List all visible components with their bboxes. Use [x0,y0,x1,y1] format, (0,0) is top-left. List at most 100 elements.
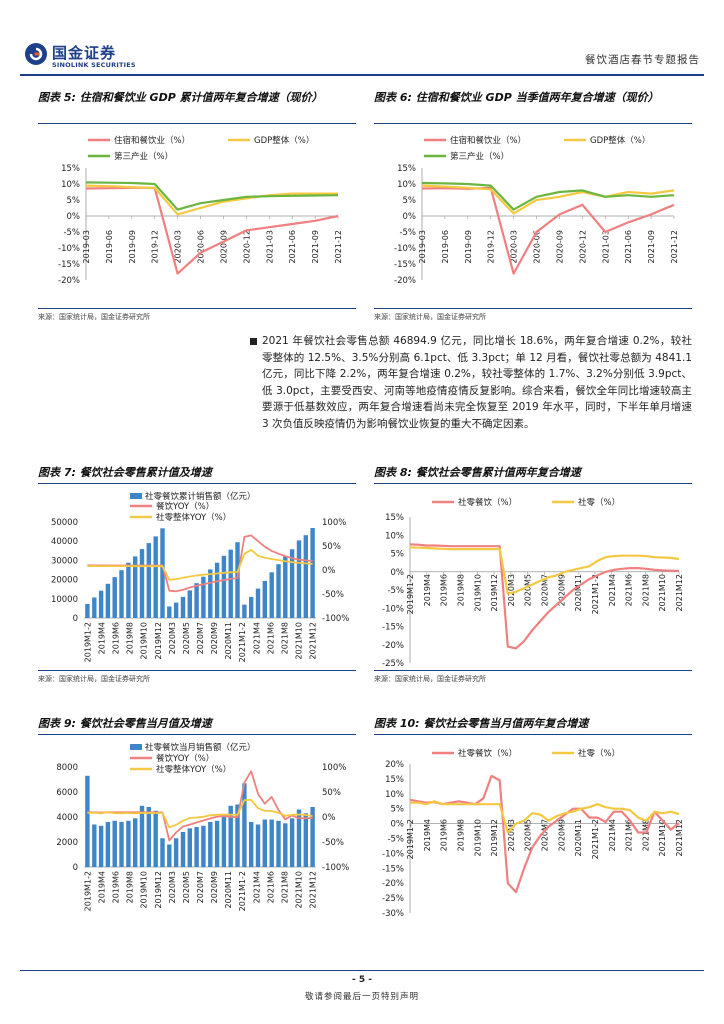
fig5-series-line-2 [85,181,339,211]
fig7-ytick-right: 0% [322,566,336,576]
fig10-xtick: 2019M10 [473,819,482,856]
fig6-xtick: 2020-09 [555,230,564,263]
fig9-bar [208,822,213,867]
fig7-ytick-left: 50000 [51,518,78,528]
fig9-bar [296,809,302,867]
fig7-bar [276,564,281,618]
bullet-icon [250,338,257,345]
fig9-bar [139,805,145,868]
fig9-bar [228,805,233,868]
fig7-xtick: 2021M4 [252,622,261,654]
fig9-ytick-right: 100% [322,763,346,773]
fig6-series-line-0 [421,186,675,275]
fig9-bar [187,828,192,868]
fig7-bar [310,528,315,618]
fig7-bar [180,596,186,618]
fig6-legend-label: 住宿和餐饮业（%） [450,135,526,146]
fig10-ytick: 5% [391,805,405,815]
fig7-xtick: 2020M7 [196,622,205,654]
fig10-xtick: 2019M8 [456,819,465,851]
fig5-rule-bottom [38,308,356,309]
fig10-xtick: 2021M8 [641,819,650,851]
fig7-ytick-left: 40000 [51,537,78,547]
fig7-ytick-left: 0 [73,614,78,624]
fig6-xtick: 2020-03 [510,230,519,263]
fig5-xtick: 2019-12 [151,230,160,263]
fig9-legend-label: 餐饮YOY（%） [156,753,214,764]
fig6-xtick: 2019-12 [487,230,496,263]
fig9-xtick: 2021M8 [280,871,289,903]
fig7-xtick: 2020M3 [168,622,177,654]
fig7-bar [214,562,220,618]
fig7-bar [228,549,233,618]
header-divider [20,74,704,76]
fig10-chart: 20% 15% 10% 5% 0% -5% -10% -15% -20% -25% -30% 2019… [382,748,684,919]
fig6-source: 来源：国家统计局，国金证券研究所 [374,313,486,321]
fig9-bar [283,823,288,868]
fig5-xtick: 2021-09 [311,230,320,263]
fig8-rule [374,483,692,484]
fig8-series-line-0 [409,543,680,650]
fig7-source: 来源：国家统计局，国金证券研究所 [38,675,150,683]
fig10-rule [374,734,692,735]
fig9-ytick-left: 0 [73,863,78,873]
fig5-xtick: 2019-06 [105,230,114,263]
logo-icon [25,43,47,65]
fig8-ytick: -15% [382,623,404,633]
fig10-ytick: 15% [385,775,404,785]
fig10-xtick: 2021M4 [608,819,617,851]
fig7-bar [98,590,104,618]
fig7-ytick-right: -50% [322,590,344,600]
fig6-ytick: -15% [394,260,416,270]
fig7-bar [173,602,179,618]
page-number: - 5 - [352,975,372,985]
fig8-xtick: 2020M7 [541,574,550,606]
fig7-bar [221,555,227,618]
fig6-chart: 15% 10% 5% 0% -5% -10% -15% -20% 2019-03 2019-06 2… [394,135,679,286]
fig9-bar [194,827,199,867]
fig9-bar [126,820,131,868]
fig5-xtick: 2021-06 [288,230,297,263]
fig7-bar [242,604,247,618]
fig9-xtick: 2021M12 [309,871,318,908]
fig6-title: 图表 6: 住宿和餐饮业 GDP 当季值两年复合增速（现价） [374,91,659,104]
fig7-legend-label: 餐饮YOY（%） [156,501,214,512]
fig5-ytick: 15% [61,164,80,174]
fig7-bar [283,556,288,618]
fig10-ytick: -30% [382,909,404,919]
fig9-bar [153,810,158,868]
fig7-bar [296,540,302,618]
fig5-source: 来源：国家统计局，国金证券研究所 [38,313,150,321]
fig6-xtick: 2021-12 [670,230,679,263]
fig5-ytick: -20% [58,276,80,286]
fig8-source: 来源：国家统计局，国金证券研究所 [374,675,486,683]
fig7-rule-bottom [38,670,356,671]
fig8-series-line-1 [409,546,680,595]
fig8-xtick: 2020M3 [507,574,516,606]
fig8-xtick: 2019M12 [490,574,499,611]
fig7-bar [249,596,254,618]
fig8-xtick: 2021M10 [658,574,667,611]
body-paragraph: 2021 年餐饮社会零售总额 46894.9 亿元，同比增长 18.6%，两年复… [262,335,692,430]
fig10-ytick: 10% [385,790,404,800]
fig8-rule-bottom [374,670,692,671]
fig10-xtick: 2020M11 [574,819,583,856]
fig10-xtick: 2021M6 [625,819,634,851]
fig8-xtick: 2019M1-2 [406,574,415,614]
fig7-legend-label: 社零整体YOY（%） [156,512,231,523]
fig7-xtick: 2019M12 [154,622,163,659]
fig10-ytick: 0% [391,820,405,830]
footer-disclaimer: 敬请参阅最后一页特别声明 [304,992,419,1002]
fig9-bar [180,832,186,867]
fig6-ytick: -20% [394,276,416,286]
fig5-xtick: 2020-06 [197,230,206,263]
fig6-ytick: 5% [403,196,417,206]
fig9-bar [98,825,104,868]
fig7-legend-swatch [130,493,142,499]
fig5-ytick: 0% [67,212,81,222]
fig7-rule [38,483,356,484]
logo-subtext: SINOLINK SECURITIES [52,61,136,69]
fig9-bar [310,807,315,867]
fig9-bar [214,820,220,868]
fig7-bar [105,583,111,618]
